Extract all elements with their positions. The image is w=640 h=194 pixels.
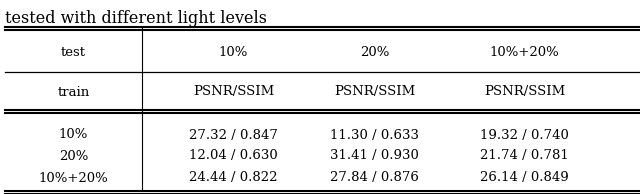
Text: 21.74 / 0.781: 21.74 / 0.781 [481,150,569,163]
Text: 10%: 10% [219,46,248,59]
Text: PSNR/SSIM: PSNR/SSIM [193,86,274,99]
Text: train: train [58,86,90,99]
Text: 12.04 / 0.630: 12.04 / 0.630 [189,150,278,163]
Text: 27.32 / 0.847: 27.32 / 0.847 [189,128,278,141]
Text: tested with different light levels: tested with different light levels [5,10,267,27]
Text: 11.30 / 0.633: 11.30 / 0.633 [330,128,419,141]
Text: 10%+20%: 10%+20% [39,171,108,184]
Text: 24.44 / 0.822: 24.44 / 0.822 [189,171,278,184]
Text: 19.32 / 0.740: 19.32 / 0.740 [481,128,569,141]
Text: 20%: 20% [360,46,389,59]
Text: 31.41 / 0.930: 31.41 / 0.930 [330,150,419,163]
Text: 27.84 / 0.876: 27.84 / 0.876 [330,171,419,184]
Text: 10%: 10% [59,128,88,141]
Text: PSNR/SSIM: PSNR/SSIM [334,86,415,99]
Text: test: test [61,46,86,59]
Text: 20%: 20% [59,150,88,163]
Text: 10%+20%: 10%+20% [490,46,559,59]
Text: PSNR/SSIM: PSNR/SSIM [484,86,565,99]
Text: 26.14 / 0.849: 26.14 / 0.849 [481,171,569,184]
